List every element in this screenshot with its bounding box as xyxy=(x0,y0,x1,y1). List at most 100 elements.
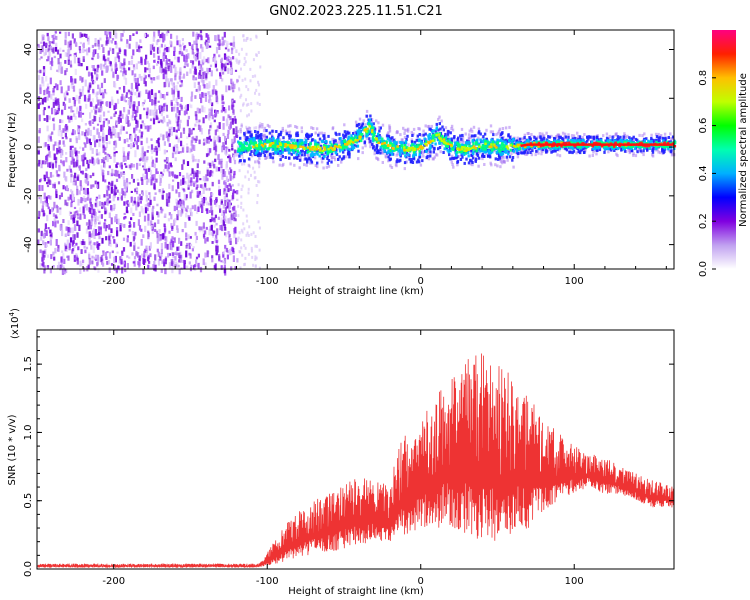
band-cyan xyxy=(515,149,519,153)
noise-cell xyxy=(73,130,76,135)
band-blue xyxy=(467,161,471,165)
noise-cell xyxy=(42,210,45,217)
band-blue xyxy=(279,158,282,162)
noise-cell xyxy=(186,172,189,179)
noise-cell xyxy=(123,74,126,80)
noise-cell xyxy=(191,60,195,65)
noise-cell xyxy=(70,119,73,123)
noise-cell xyxy=(175,144,179,148)
band-cyan xyxy=(327,144,330,148)
band-blue xyxy=(290,152,293,156)
noise-cell xyxy=(198,226,201,231)
noise-cell xyxy=(223,31,226,38)
band-outer xyxy=(281,129,284,132)
noise-cell xyxy=(231,102,234,108)
band-blue xyxy=(630,137,634,141)
noise-cell xyxy=(144,75,147,79)
band-outer xyxy=(497,129,501,133)
band-blue xyxy=(344,134,347,138)
noise-cell xyxy=(195,135,198,141)
band-outer xyxy=(591,154,594,157)
band-blue xyxy=(611,138,614,142)
band-blue xyxy=(447,129,450,133)
band-outer xyxy=(452,165,455,169)
band-outer xyxy=(637,147,641,151)
noise-cell xyxy=(119,62,122,69)
noise-cell xyxy=(243,56,246,60)
noise-cell xyxy=(61,230,64,237)
noise-cell xyxy=(91,44,94,48)
noise-cell xyxy=(134,188,137,193)
noise-cell xyxy=(201,184,204,189)
noise-cell xyxy=(178,75,181,80)
noise-cell xyxy=(56,84,59,91)
noise-cell xyxy=(55,214,58,219)
band-blue xyxy=(264,139,267,142)
noise-cell xyxy=(194,172,198,178)
noise-cell xyxy=(121,63,124,67)
noise-cell xyxy=(48,91,51,98)
noise-cell xyxy=(114,169,117,177)
noise-cell xyxy=(134,91,137,96)
band-outer xyxy=(462,141,465,145)
band-blue xyxy=(439,134,442,138)
noise-cell xyxy=(130,95,133,102)
band-cyan xyxy=(298,151,302,155)
band-blue xyxy=(476,154,480,157)
band-blue xyxy=(259,152,263,156)
noise-cell xyxy=(155,140,159,144)
noise-cell xyxy=(224,108,227,113)
noise-cell xyxy=(127,151,131,154)
noise-cell xyxy=(222,116,225,121)
band-blue xyxy=(453,135,456,138)
band-outer xyxy=(595,152,598,156)
noise-cell xyxy=(227,231,230,235)
noise-cell xyxy=(45,160,48,164)
noise-cell xyxy=(74,147,77,154)
noise-cell xyxy=(108,154,111,157)
band-cyan xyxy=(404,140,408,144)
band-blue xyxy=(307,143,311,147)
noise-cell xyxy=(83,204,86,208)
noise-cell xyxy=(164,150,167,154)
noise-cell xyxy=(143,73,146,78)
noise-cell xyxy=(252,231,255,235)
noise-cell xyxy=(193,138,196,141)
noise-cell xyxy=(173,103,176,109)
noise-cell xyxy=(91,232,94,238)
band-outer xyxy=(337,163,340,167)
noise-cell xyxy=(70,173,73,178)
noise-cell xyxy=(125,206,128,213)
noise-cell xyxy=(199,178,202,181)
noise-cell xyxy=(37,150,40,155)
noise-cell xyxy=(114,255,117,263)
band-blue xyxy=(311,155,315,159)
noise-cell xyxy=(228,183,231,187)
noise-cell xyxy=(109,31,112,39)
noise-cell xyxy=(213,200,217,205)
noise-cell xyxy=(130,115,133,120)
noise-cell xyxy=(143,77,146,84)
band-blue xyxy=(353,144,356,148)
noise-cell xyxy=(121,113,124,119)
noise-cell xyxy=(211,209,214,216)
noise-cell xyxy=(71,145,74,148)
noise-cell xyxy=(224,54,227,59)
band-outer xyxy=(264,156,268,160)
band-cyan xyxy=(454,141,457,145)
noise-cell xyxy=(89,82,92,88)
noise-cell xyxy=(145,137,149,144)
band-blue xyxy=(654,138,657,142)
noise-cell xyxy=(206,139,209,143)
band-outer xyxy=(657,132,660,136)
noise-cell xyxy=(140,46,143,49)
noise-cell xyxy=(219,160,222,165)
noise-cell xyxy=(161,105,164,112)
noise-cell xyxy=(66,92,69,96)
noise-cell xyxy=(163,262,166,267)
band-blue xyxy=(616,138,619,142)
noise-cell xyxy=(188,242,191,250)
noise-cell xyxy=(73,99,76,107)
noise-cell xyxy=(104,152,107,155)
noise-cell xyxy=(196,170,199,177)
